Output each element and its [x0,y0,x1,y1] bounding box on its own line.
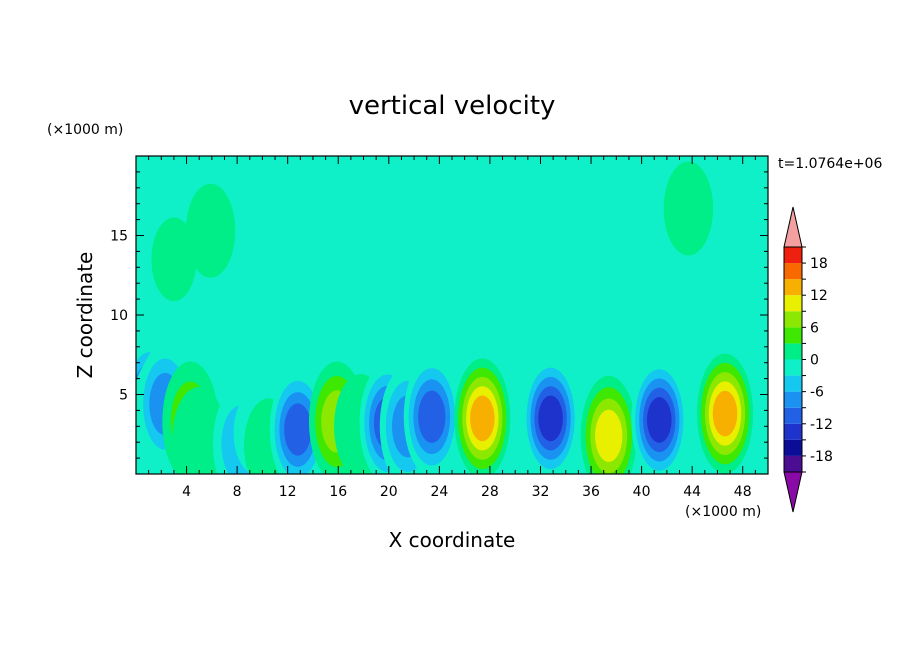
y-axis-label: Z coordinate [73,252,97,379]
contour-cell [663,161,714,256]
contour-cell [172,386,227,474]
time-label: t=1.0764e+06 [778,156,882,172]
x-tick-label: 12 [279,484,297,500]
colorbar-high-extension [783,206,803,248]
colorbar-tick-label: -12 [810,417,833,433]
x-tick-label: 24 [430,484,448,500]
x-tick-label: 4 [182,484,191,500]
contour-level [663,161,714,256]
contour-cell [185,183,236,278]
contour-level [284,403,312,456]
colorbar-swatch [784,423,802,440]
colorbar-swatch [784,263,802,280]
contour-level [647,397,672,443]
contour-level [470,395,495,442]
contour-cell [631,359,688,474]
y-tick-label: 15 [110,229,128,245]
contour-level [595,409,623,462]
colorbar-tick-label: 6 [810,320,819,336]
y-unit-label: (×1000 m) [47,122,123,138]
colorbar-swatch [784,279,802,296]
contour-level [172,386,227,474]
colorbar-swatch [784,359,802,376]
contour-cell [403,356,460,474]
x-tick-label: 40 [633,484,651,500]
contour-level [712,390,738,437]
colorbar-swatch [784,295,802,312]
contour-level [185,183,236,278]
x-axis-label: X coordinate [389,528,516,552]
colorbar-low-extension [783,471,803,513]
colorbar-tick-label: 18 [810,256,828,272]
x-tick-label: 44 [683,484,701,500]
colorbar-swatch [784,407,802,424]
x-tick-label: 32 [532,484,550,500]
contour-cell [454,358,511,474]
colorbar: -18 -12 -6 0 6 12 18 [783,206,833,513]
x-unit-label: (×1000 m) [685,504,761,520]
colorbar-tick-label: -18 [810,449,833,465]
colorbar-swatch [784,343,802,360]
colorbar-tick-label: 12 [810,288,828,304]
colorbar-swatch [784,311,802,328]
x-tick-label: 20 [380,484,398,500]
contour-cell [580,375,637,474]
x-tick-label: 28 [481,484,499,500]
colorbar-tick-label: 0 [810,353,819,369]
y-tick-label: 5 [119,388,128,404]
colorbar-swatch [784,391,802,408]
contour-cell [697,353,754,474]
chart-title: vertical velocity [349,91,556,121]
contour-field [136,156,768,474]
contour-cell [151,217,197,302]
x-tick-label: 8 [233,484,242,500]
colorbar-tick-label: -6 [810,385,824,401]
contour-level [538,395,563,442]
colorbar-swatch [784,439,802,456]
x-tick-label: 36 [582,484,600,500]
colorbar-swatch [784,455,802,472]
colorbar-swatch [784,247,802,264]
x-tick-label: 48 [734,484,752,500]
colorbar-swatch [784,327,802,344]
x-tick-label: 16 [329,484,347,500]
contour-cell [522,358,579,474]
contour-level [418,390,446,443]
contour-level [151,217,197,302]
colorbar-swatch [784,375,802,392]
y-tick-label: 10 [110,308,128,324]
